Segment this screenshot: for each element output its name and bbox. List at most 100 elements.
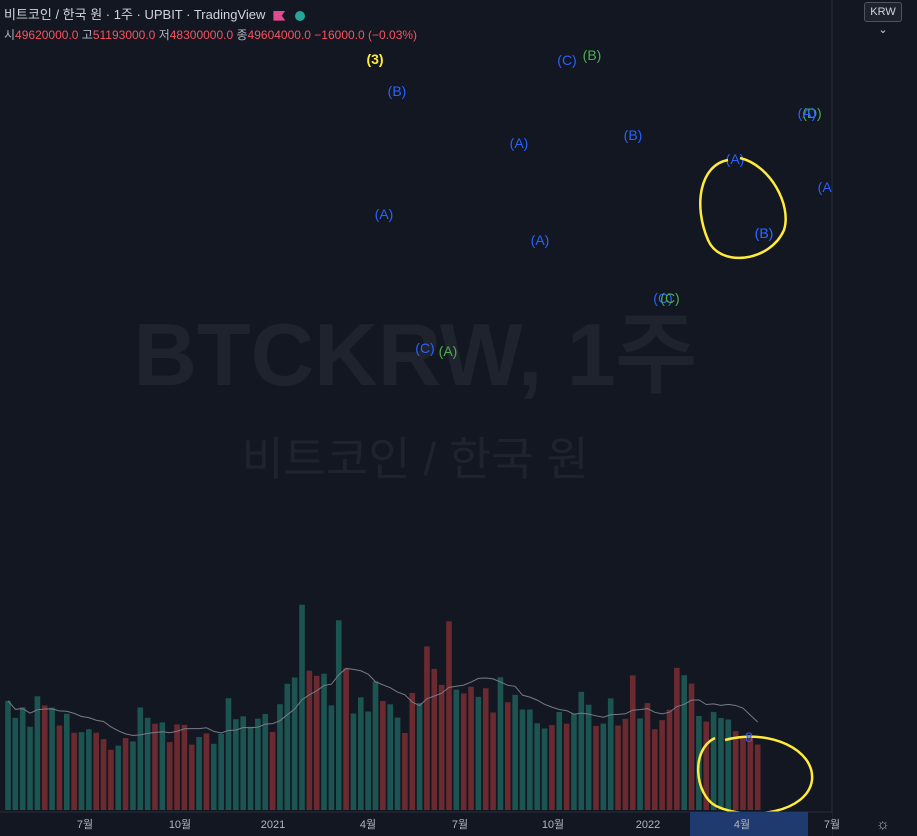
volume-bar: [600, 723, 607, 810]
volume-bar: [196, 736, 202, 810]
volume-bar: [12, 717, 19, 810]
wave-label[interactable]: (B): [755, 225, 774, 241]
wave-label[interactable]: (3): [366, 51, 383, 67]
highlight-circle[interactable]: [697, 735, 814, 815]
volume-bar: [475, 696, 482, 810]
wave-label[interactable]: (B): [388, 83, 407, 99]
volume-bar: [71, 732, 77, 810]
volume-bar: [622, 718, 629, 810]
volume-bar: [137, 707, 144, 810]
currency-selector[interactable]: KRW ⌄: [864, 2, 902, 36]
volume-bar: [306, 670, 313, 810]
volume-bar: [5, 700, 11, 810]
time-tick-label: 2022: [636, 819, 660, 831]
volume-bar: [41, 705, 48, 810]
volume-bar: [688, 683, 695, 810]
volume-bar: [607, 698, 614, 810]
wave-label[interactable]: (A): [726, 151, 745, 167]
chevron-down-icon: ⌄: [878, 24, 888, 36]
wave-label[interactable]: (A): [531, 232, 550, 248]
volume-marker-label: 8: [745, 729, 753, 745]
time-tick-label: 10월: [169, 818, 191, 831]
wave-label[interactable]: (A): [798, 105, 817, 121]
volume-bar: [64, 713, 70, 810]
time-tick-label: 4월: [734, 818, 750, 831]
volume-bar: [380, 701, 386, 810]
wave-label[interactable]: (C): [660, 290, 679, 306]
volume-bar: [725, 719, 732, 810]
volume-bar: [644, 703, 651, 810]
volume-bar: [438, 684, 445, 810]
volume-bar: [402, 733, 408, 810]
flag-icon[interactable]: [273, 10, 286, 21]
volume-bar: [233, 719, 239, 810]
wave-label[interactable]: (C): [415, 340, 434, 356]
symbol-title[interactable]: 비트코인 / 한국 원 · 1주 · UPBIT · TradingView: [4, 7, 266, 22]
volume-bar: [490, 712, 496, 810]
volume-bar: [593, 725, 599, 810]
volume-bar: [115, 745, 122, 810]
volume-bar: [365, 711, 371, 810]
volume-bar: [225, 698, 232, 810]
low-value: 48300000.0: [169, 28, 234, 42]
volume-bar: [269, 731, 276, 810]
volume-bar: [519, 709, 526, 810]
volume-bar: [211, 743, 217, 810]
volume-bar: [549, 725, 555, 810]
time-tick-label: 7월: [452, 818, 468, 831]
wave-label[interactable]: (D): [802, 105, 821, 121]
volume-bar: [328, 705, 335, 810]
wave-label[interactable]: (A): [375, 206, 394, 222]
volume-bar: [86, 729, 92, 810]
volume-bar: [416, 703, 423, 810]
volume-bar: [27, 726, 33, 810]
wave-label[interactable]: (C): [653, 290, 672, 306]
volume-bar: [335, 620, 342, 810]
volume-bar: [394, 717, 401, 810]
volume-bar: [512, 694, 518, 810]
volume-bar: [130, 741, 136, 810]
volume-bar: [563, 723, 570, 810]
open-label: 시: [4, 28, 16, 42]
volume-bar: [93, 732, 99, 810]
volume-bar: [652, 729, 658, 810]
volume-bar: [255, 718, 261, 810]
volume-bar: [166, 742, 173, 810]
volume-bar: [372, 681, 379, 810]
volume-bar: [358, 697, 364, 810]
volume-bar: [718, 718, 724, 810]
time-tick-label: 2021: [261, 819, 285, 831]
wave-label[interactable]: (A): [439, 343, 458, 359]
volume-bar: [262, 714, 269, 810]
volume-bar: [615, 725, 621, 810]
volume-bar: [747, 737, 754, 810]
volume-bar: [424, 646, 430, 810]
wave-label[interactable]: (B): [583, 47, 602, 63]
wave-label[interactable]: (A): [510, 135, 529, 151]
time-tick-label: 10월: [542, 818, 564, 831]
wave-label[interactable]: (B): [624, 127, 643, 143]
volume-bar: [387, 704, 393, 810]
volume-bar: [350, 713, 357, 810]
volume-bar: [505, 702, 511, 810]
volume-bar: [203, 733, 210, 810]
highlight-circle[interactable]: [699, 156, 787, 260]
volume-bar: [754, 744, 761, 810]
wave-label[interactable]: (B): [755, 225, 774, 241]
volume-bar: [321, 673, 327, 810]
volume-bar: [541, 728, 548, 810]
wave-label[interactable]: (C): [557, 52, 576, 68]
volume-bar: [240, 716, 246, 810]
ohlc-legend: 시49620000.0 고51193000.0 저48300000.0 종496…: [4, 26, 417, 43]
volume-bar: [482, 688, 489, 810]
watermark-symbol: BTCKRW, 1주: [133, 305, 696, 404]
volume-bar: [409, 692, 416, 810]
gear-icon[interactable]: ☼: [876, 816, 890, 833]
volume-bar: [181, 724, 188, 810]
volume-bar: [534, 723, 540, 810]
volume-bar: [674, 667, 680, 810]
volume-bar: [313, 675, 320, 810]
volume-series: [5, 604, 761, 810]
price-axis[interactable]: [832, 0, 917, 836]
